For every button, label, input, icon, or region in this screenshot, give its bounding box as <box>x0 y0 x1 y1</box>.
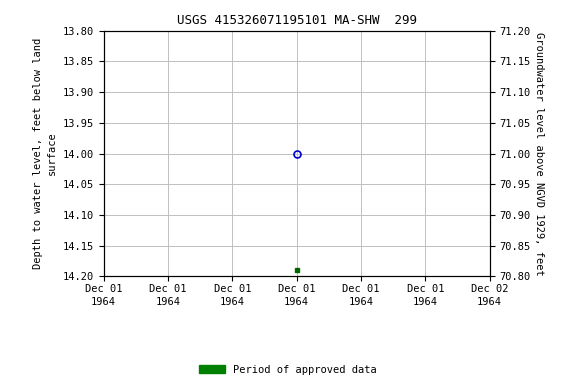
Legend: Period of approved data: Period of approved data <box>195 361 381 379</box>
Title: USGS 415326071195101 MA-SHW  299: USGS 415326071195101 MA-SHW 299 <box>177 14 416 27</box>
Y-axis label: Depth to water level, feet below land
surface: Depth to water level, feet below land su… <box>33 38 57 269</box>
Y-axis label: Groundwater level above NGVD 1929, feet: Groundwater level above NGVD 1929, feet <box>535 32 544 275</box>
